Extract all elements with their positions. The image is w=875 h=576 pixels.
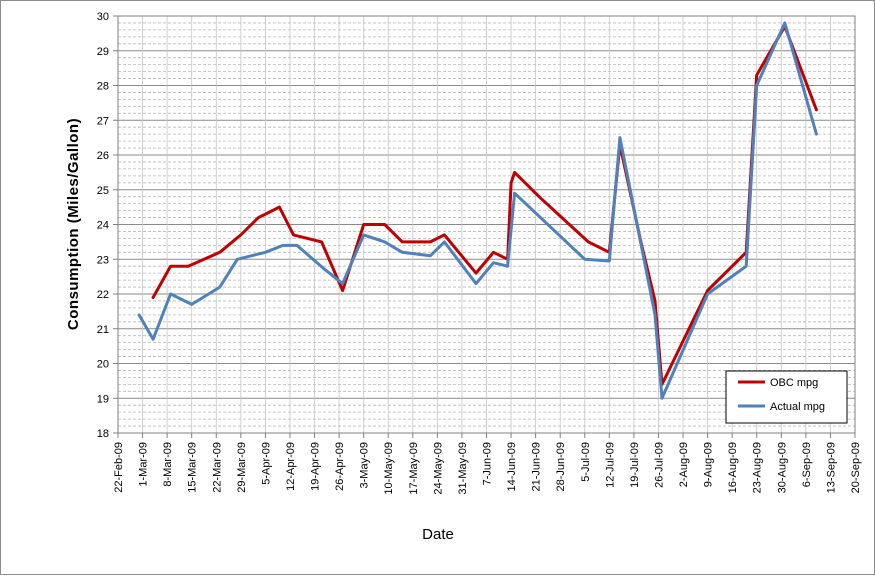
x-tick-label: 24-May-09 xyxy=(432,442,444,495)
x-tick-label: 7-Jun-09 xyxy=(482,442,494,485)
legend-label-obc-mpg: OBC mpg xyxy=(770,377,818,389)
x-tick-label: 10-May-09 xyxy=(383,442,395,495)
x-axis-tick-labels: 22-Feb-09 1-Mar-09 8-Mar-09 15-Mar-09 22-Mar… xyxy=(113,433,862,495)
y-tick-label: 19 xyxy=(97,393,109,405)
x-tick-label: 3-May-09 xyxy=(359,442,371,488)
y-tick-label: 22 xyxy=(97,289,109,301)
x-tick-label: 1-Mar-09 xyxy=(138,442,150,487)
y-tick-label: 25 xyxy=(97,185,109,197)
x-tick-label: 29-Mar-09 xyxy=(236,442,248,493)
x-tick-label: 19-Jul-09 xyxy=(629,442,641,488)
x-tick-label: 9-Aug-09 xyxy=(703,442,715,487)
x-tick-label: 14-Jun-09 xyxy=(506,442,518,492)
y-tick-label: 24 xyxy=(97,220,109,232)
y-axis-title: Consumption (Miles/Gallon) xyxy=(65,118,82,330)
y-tick-label: 26 xyxy=(97,150,109,162)
y-tick-label: 29 xyxy=(97,46,109,58)
y-axis-tick-labels: 18 19 20 21 22 23 24 25 26 27 28 29 30 xyxy=(97,11,118,440)
series-line-actual-mpg xyxy=(137,21,818,400)
x-tick-label: 5-Jul-09 xyxy=(580,442,592,482)
x-tick-label: 6-Sep-09 xyxy=(801,442,813,487)
x-tick-label: 17-May-09 xyxy=(408,442,420,495)
y-tick-label: 30 xyxy=(97,11,109,23)
y-tick-label: 21 xyxy=(97,324,109,336)
legend-box xyxy=(725,370,848,424)
x-tick-label: 16-Aug-09 xyxy=(727,442,739,493)
x-tick-label: 31-May-09 xyxy=(457,442,469,495)
y-tick-label: 28 xyxy=(97,81,109,93)
x-tick-label: 23-Aug-09 xyxy=(752,442,764,493)
x-tick-label: 2-Aug-09 xyxy=(678,442,690,487)
y-tick-label: 23 xyxy=(97,254,109,266)
x-tick-label: 22-Mar-09 xyxy=(211,442,223,493)
x-axis-title: Date xyxy=(422,526,454,543)
series-lines xyxy=(137,21,818,400)
y-tick-label: 20 xyxy=(97,359,109,371)
x-tick-label: 28-Jun-09 xyxy=(555,442,567,492)
x-tick-label: 13-Sep-09 xyxy=(825,442,837,493)
x-tick-label: 8-Mar-09 xyxy=(162,442,174,487)
x-tick-label: 22-Feb-09 xyxy=(113,442,125,493)
y-tick-label: 18 xyxy=(97,428,109,440)
x-tick-label: 21-Jun-09 xyxy=(531,442,543,492)
x-tick-label: 12-Jul-09 xyxy=(604,442,616,488)
x-tick-label: 15-Mar-09 xyxy=(187,442,199,493)
x-tick-label: 20-Sep-09 xyxy=(850,442,862,493)
legend-label-actual-mpg: Actual mpg xyxy=(770,401,825,413)
vertical-gridlines xyxy=(142,16,831,433)
y-tick-label: 27 xyxy=(97,115,109,127)
x-tick-label: 5-Apr-09 xyxy=(260,442,272,485)
x-tick-label: 19-Apr-09 xyxy=(310,442,322,491)
legend: OBC mpg Actual mpg xyxy=(725,370,848,424)
x-tick-label: 26-Jul-09 xyxy=(653,442,665,488)
x-tick-label: 12-Apr-09 xyxy=(285,442,297,491)
x-tick-label: 30-Aug-09 xyxy=(776,442,788,493)
x-tick-label: 26-Apr-09 xyxy=(334,442,346,491)
